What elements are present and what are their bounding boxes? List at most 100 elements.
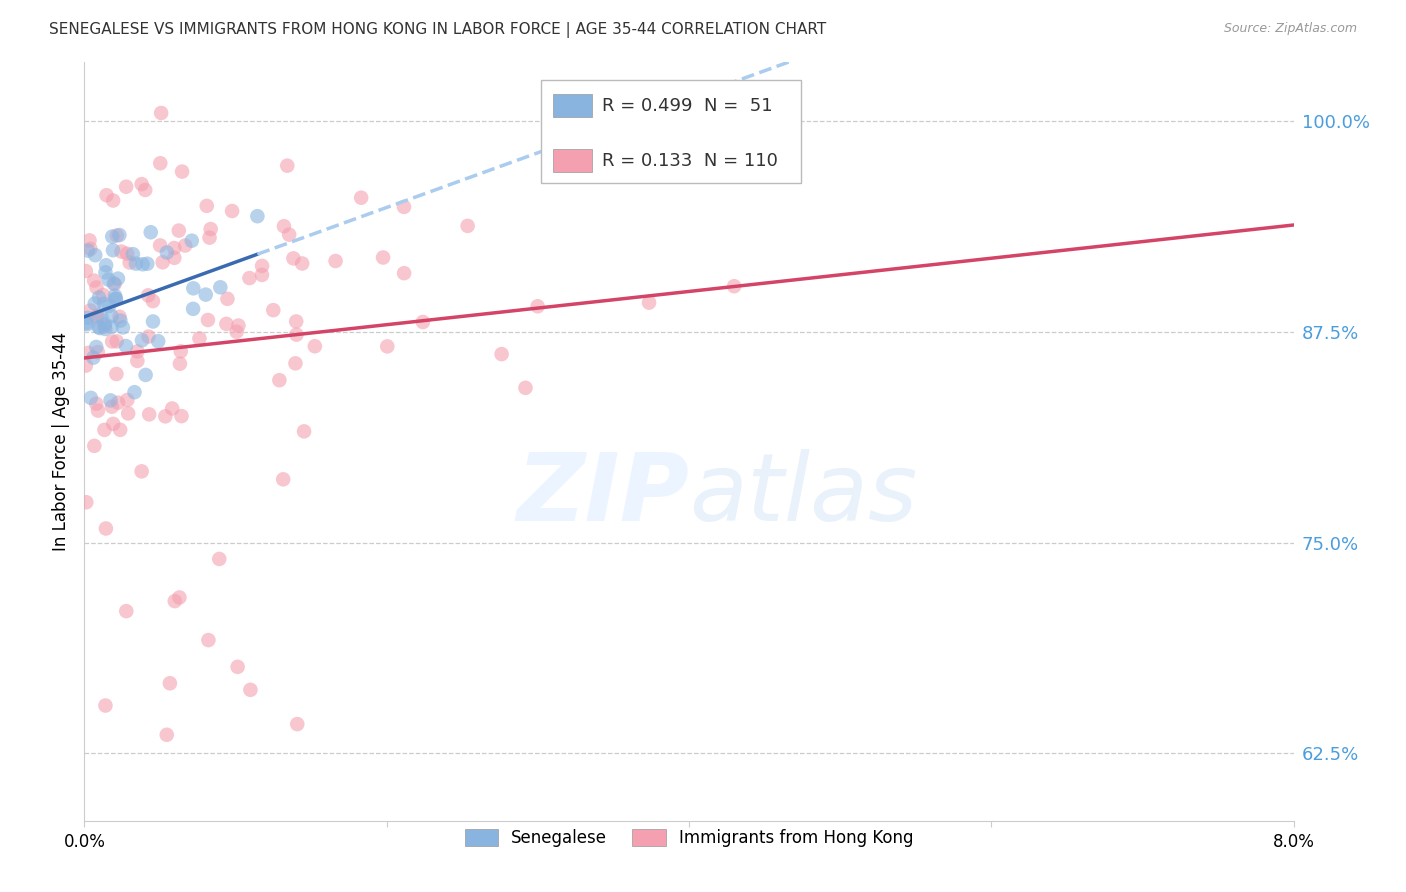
Point <box>138 408 160 422</box>
Point <box>115 246 138 260</box>
Point <box>152 255 174 269</box>
Point <box>101 243 124 257</box>
Point <box>79 242 101 256</box>
Point <box>87 403 110 417</box>
Point <box>135 368 157 382</box>
Point <box>83 296 105 310</box>
Point <box>457 219 479 233</box>
Point <box>125 257 148 271</box>
Point <box>93 319 115 334</box>
Point <box>115 604 138 618</box>
Point <box>285 327 308 342</box>
Text: R = 0.499  N =  51: R = 0.499 N = 51 <box>602 97 772 115</box>
Point <box>375 339 398 353</box>
Point <box>77 244 100 258</box>
Point <box>200 222 222 236</box>
Point <box>94 698 117 713</box>
Point <box>304 339 326 353</box>
Point <box>87 320 110 334</box>
Text: ZIP: ZIP <box>516 449 689 541</box>
Point <box>167 224 190 238</box>
Point <box>83 274 105 288</box>
Point <box>155 409 177 424</box>
Point <box>197 313 219 327</box>
Point <box>127 344 149 359</box>
Point <box>209 280 232 294</box>
Point <box>163 251 186 265</box>
Point <box>101 194 124 208</box>
Point <box>115 339 138 353</box>
Point <box>98 299 121 313</box>
Point <box>142 314 165 328</box>
Point <box>75 495 97 509</box>
Point <box>96 188 118 202</box>
Point <box>94 322 117 336</box>
Point <box>89 321 111 335</box>
Point <box>183 281 205 295</box>
Point <box>392 266 415 280</box>
Point <box>515 381 537 395</box>
Point <box>285 717 308 731</box>
Point <box>101 400 124 414</box>
Point <box>278 227 301 242</box>
Point <box>107 271 129 285</box>
Point <box>87 290 110 304</box>
Point <box>169 591 191 605</box>
Point <box>91 288 114 302</box>
Point <box>108 310 131 324</box>
Point <box>188 331 211 345</box>
Point <box>150 106 173 120</box>
Point <box>148 334 170 349</box>
Point <box>122 247 145 261</box>
Point <box>491 347 513 361</box>
Point <box>180 234 202 248</box>
Text: Source: ZipAtlas.com: Source: ZipAtlas.com <box>1223 22 1357 36</box>
Point <box>124 385 146 400</box>
Point <box>84 248 107 262</box>
Point <box>156 245 179 260</box>
Point <box>76 310 98 325</box>
Point <box>160 401 183 416</box>
Point <box>79 234 101 248</box>
Point <box>117 392 139 407</box>
Point <box>246 209 269 223</box>
Point <box>86 280 108 294</box>
Point <box>104 293 127 307</box>
Point <box>86 310 108 324</box>
Text: R = 0.133  N = 110: R = 0.133 N = 110 <box>602 153 778 170</box>
Point <box>285 314 308 328</box>
Point <box>84 340 107 354</box>
Point <box>84 397 107 411</box>
Point <box>284 356 307 370</box>
Point <box>115 179 138 194</box>
Point <box>226 660 249 674</box>
Point <box>169 357 191 371</box>
Point <box>103 277 125 291</box>
Point <box>79 303 101 318</box>
Point <box>325 254 347 268</box>
Point <box>159 676 181 690</box>
Point <box>273 219 295 234</box>
Point <box>117 406 139 420</box>
Point <box>103 417 125 431</box>
Point <box>131 464 153 478</box>
Point <box>215 317 238 331</box>
Point <box>93 423 115 437</box>
Point <box>350 191 373 205</box>
Point <box>142 294 165 309</box>
Point <box>87 345 110 359</box>
Point <box>97 272 120 286</box>
Point <box>105 228 128 243</box>
Point <box>100 393 122 408</box>
Point <box>100 319 122 334</box>
Point <box>225 325 247 339</box>
Point <box>80 391 103 405</box>
Point <box>276 159 298 173</box>
Point <box>104 291 127 305</box>
Point <box>170 409 193 423</box>
Point <box>110 313 132 327</box>
Point <box>181 301 204 316</box>
Point <box>526 299 548 313</box>
Point <box>111 320 134 334</box>
Point <box>172 164 194 178</box>
